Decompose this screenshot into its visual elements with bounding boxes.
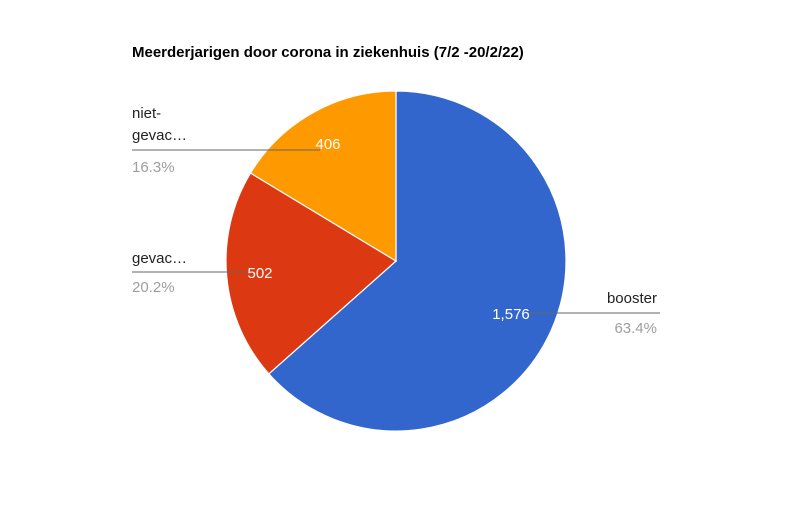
percent-label: 20.2% bbox=[132, 279, 175, 296]
pie-slice bbox=[268, 90, 567, 432]
value-label: 502 bbox=[247, 265, 272, 282]
category-label: niet-gevac… bbox=[132, 105, 187, 144]
chart-title: Meerderjarigen door corona in ziekenhuis… bbox=[132, 44, 524, 61]
value-label: 1,576 bbox=[492, 306, 530, 323]
pie-slice bbox=[225, 172, 398, 375]
category-label: booster bbox=[607, 290, 657, 307]
category-label: gevac… bbox=[132, 250, 187, 267]
percent-label: 63.4% bbox=[614, 320, 657, 337]
pie-slice bbox=[249, 90, 397, 263]
percent-label: 16.3% bbox=[132, 159, 175, 176]
value-label: 406 bbox=[315, 136, 340, 153]
